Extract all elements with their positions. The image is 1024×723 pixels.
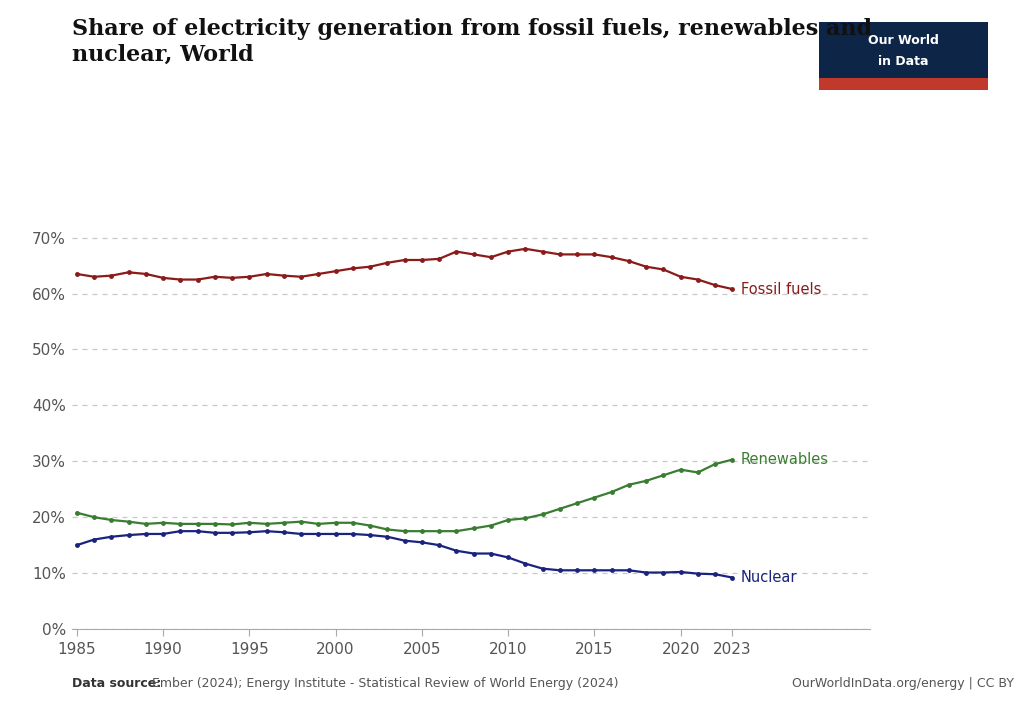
Text: Nuclear: Nuclear xyxy=(741,570,798,585)
Text: Our World: Our World xyxy=(868,35,939,48)
Text: Ember (2024); Energy Institute - Statistical Review of World Energy (2024): Ember (2024); Energy Institute - Statist… xyxy=(148,677,618,690)
Text: in Data: in Data xyxy=(879,55,929,68)
Text: Renewables: Renewables xyxy=(741,452,829,467)
Text: Share of electricity generation from fossil fuels, renewables and
nuclear, World: Share of electricity generation from fos… xyxy=(72,18,871,66)
Text: Data source:: Data source: xyxy=(72,677,161,690)
Text: OurWorldInData.org/energy | CC BY: OurWorldInData.org/energy | CC BY xyxy=(792,677,1014,690)
Text: Fossil fuels: Fossil fuels xyxy=(741,281,821,296)
